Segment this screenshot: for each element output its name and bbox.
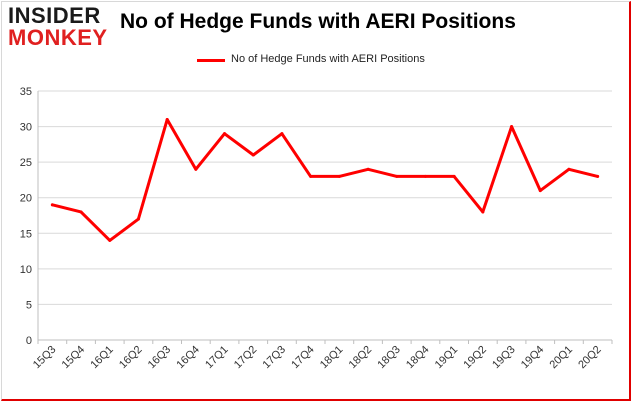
x-tick-label: 17Q4 — [289, 344, 317, 372]
data-point — [481, 210, 485, 214]
x-tick-label: 15Q4 — [60, 344, 88, 372]
y-tick-label: 35 — [20, 86, 32, 98]
data-point — [510, 125, 514, 129]
series-line — [50, 118, 600, 242]
logo-line-1: INSIDER — [8, 3, 101, 28]
x-tick-label: 17Q2 — [232, 344, 260, 372]
x-tick-label: 18Q4 — [404, 344, 432, 372]
y-tick-label: 30 — [20, 122, 32, 134]
data-point — [337, 174, 341, 178]
data-point — [251, 153, 255, 157]
data-point — [50, 203, 54, 207]
data-point — [452, 174, 456, 178]
x-tick-label: 15Q3 — [31, 344, 59, 372]
y-tick-label: 5 — [26, 299, 32, 311]
data-point — [79, 210, 83, 214]
y-tick-label: 25 — [20, 157, 32, 169]
x-tick-label: 18Q2 — [347, 344, 375, 372]
data-point — [223, 132, 227, 136]
x-tick-label: 16Q1 — [88, 344, 116, 372]
y-tick-label: 10 — [20, 264, 32, 276]
x-tick-label: 19Q3 — [490, 344, 518, 372]
data-point — [395, 174, 399, 178]
legend-swatch — [197, 59, 225, 62]
logo-line-2: MONKEY — [8, 25, 108, 50]
data-point — [108, 238, 112, 242]
data-point — [567, 167, 571, 171]
y-tick-label: 20 — [20, 193, 32, 205]
data-point — [280, 132, 284, 136]
x-tick-label: 19Q2 — [461, 344, 489, 372]
data-point — [366, 167, 370, 171]
x-tick-label: 20Q2 — [576, 344, 604, 372]
data-point — [136, 217, 140, 221]
data-point — [538, 189, 542, 193]
data-point — [194, 167, 198, 171]
y-tick-label: 0 — [26, 335, 32, 347]
x-tick-label: 19Q4 — [519, 344, 547, 372]
data-point — [309, 174, 313, 178]
legend-label: No of Hedge Funds with AERI Positions — [231, 53, 425, 65]
x-tick-label: 17Q3 — [261, 344, 289, 372]
x-tick-label: 19Q1 — [433, 344, 461, 372]
x-tick-label: 16Q3 — [146, 344, 174, 372]
x-tick-label: 18Q1 — [318, 344, 346, 372]
data-point — [596, 174, 600, 178]
insider-monkey-logo: INSIDER MONKEY — [8, 4, 118, 52]
data-point — [165, 117, 169, 121]
x-tick-label: 20Q1 — [548, 344, 576, 372]
x-tick-label: 18Q3 — [375, 344, 403, 372]
chart-title: No of Hedge Funds with AERI Positions — [120, 10, 516, 33]
x-tick-label: 16Q2 — [117, 344, 145, 372]
x-tick-label: 16Q4 — [174, 344, 202, 372]
data-point — [423, 174, 427, 178]
y-tick-label: 15 — [20, 228, 32, 240]
x-tick-label: 17Q1 — [203, 344, 231, 372]
